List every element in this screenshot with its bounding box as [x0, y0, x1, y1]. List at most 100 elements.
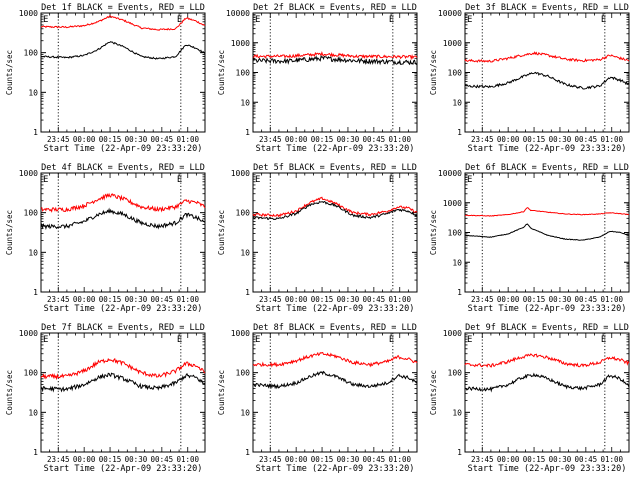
y-axis-label: Counts/sec	[429, 210, 438, 255]
event-marker-letter: E	[43, 175, 48, 185]
x-axis-label: Start Time (22-Apr-09 23:33:20)	[468, 144, 627, 154]
x-axis-label: Start Time (22-Apr-09 23:33:20)	[44, 144, 203, 154]
plot-frame	[252, 172, 418, 293]
chart-title: Det 5f BLACK = Events, RED = LLD	[253, 163, 417, 173]
plot-frame	[252, 12, 418, 133]
y-tick-label: 10000	[438, 169, 462, 178]
event-marker-letter: E	[601, 335, 606, 345]
y-tick-label: 1	[245, 288, 250, 297]
y-tick-label: 10	[452, 258, 462, 267]
x-tick-label: 00:15	[311, 455, 334, 464]
x-tick-label: 00:00	[497, 295, 520, 304]
y-axis-label: Counts/sec	[5, 210, 14, 255]
x-tick-label: 00:30	[337, 295, 360, 304]
y-tick-label: 1000	[231, 329, 250, 338]
y-tick-label: 1000	[443, 329, 462, 338]
x-tick-label: 23:45	[259, 295, 282, 304]
chart-title: Det 4f BLACK = Events, RED = LLD	[41, 163, 205, 173]
x-axis-label: Start Time (22-Apr-09 23:33:20)	[44, 304, 203, 314]
y-tick-label: 10	[240, 408, 250, 417]
plot-frame	[464, 12, 630, 133]
events-rate-line	[464, 372, 630, 393]
x-axis-label: Start Time (22-Apr-09 23:33:20)	[44, 464, 203, 474]
x-tick-label: 00:45	[363, 455, 386, 464]
lld-rate-line	[40, 357, 206, 381]
event-marker-letter: E	[177, 15, 182, 25]
y-tick-label: 10	[28, 248, 38, 257]
y-tick-label: 1	[457, 128, 462, 137]
chart-panel-2: Det 2f BLACK = Events, RED = LLD 1 10 100 10…	[217, 3, 418, 154]
lld-rate-line	[252, 196, 418, 218]
chart-title: Det 1f BLACK = Events, RED = LLD	[41, 3, 205, 13]
x-tick-label: 00:00	[285, 295, 308, 304]
x-tick-label: 00:45	[363, 295, 386, 304]
lld-rate-line	[252, 51, 418, 61]
x-tick-label: 00:15	[99, 455, 122, 464]
event-marker-letter: E	[177, 335, 182, 345]
x-tick-label: 23:45	[259, 455, 282, 464]
y-tick-label: 10000	[226, 9, 250, 18]
y-tick-label: 100	[24, 369, 39, 378]
x-tick-label: 00:00	[73, 455, 96, 464]
x-tick-label: 00:15	[523, 135, 546, 144]
y-tick-label: 100	[448, 69, 463, 78]
x-tick-label: 00:30	[337, 455, 360, 464]
x-axis-label: Start Time (22-Apr-09 23:33:20)	[468, 304, 627, 314]
plot-frame	[40, 172, 206, 293]
x-tick-label: 01:00	[176, 455, 199, 464]
y-tick-label: 100	[448, 369, 463, 378]
x-tick-label: 00:45	[151, 455, 174, 464]
chart-panel-6: Det 6f BLACK = Events, RED = LLD 1 10 100 10…	[429, 163, 630, 314]
events-rate-line	[252, 54, 418, 66]
event-marker-letter: E	[389, 175, 394, 185]
x-tick-label: 00:00	[73, 295, 96, 304]
x-tick-label: 00:45	[575, 135, 598, 144]
event-marker-letter: E	[43, 15, 48, 25]
event-marker-letter: E	[389, 15, 394, 25]
x-tick-label: 00:30	[125, 455, 148, 464]
y-tick-label: 1000	[19, 329, 38, 338]
events-rate-line	[464, 223, 630, 241]
x-tick-label: 00:00	[497, 135, 520, 144]
x-tick-label: 01:00	[388, 135, 411, 144]
x-tick-label: 00:00	[497, 455, 520, 464]
x-tick-label: 01:00	[176, 135, 199, 144]
x-tick-label: 01:00	[600, 135, 623, 144]
y-tick-label: 100	[236, 209, 251, 218]
x-tick-label: 00:30	[549, 295, 572, 304]
x-tick-label: 00:45	[151, 135, 174, 144]
x-tick-label: 23:45	[471, 295, 494, 304]
x-tick-label: 01:00	[600, 295, 623, 304]
y-axis-label: Counts/sec	[429, 370, 438, 415]
x-tick-label: 00:30	[337, 135, 360, 144]
y-tick-label: 100	[24, 49, 39, 58]
chart-title: Det 6f BLACK = Events, RED = LLD	[465, 163, 629, 173]
events-rate-line	[252, 200, 418, 221]
chart-title: Det 8f BLACK = Events, RED = LLD	[253, 323, 417, 333]
event-marker-letter: E	[255, 335, 260, 345]
y-axis-label: Counts/sec	[217, 210, 226, 255]
y-tick-label: 1	[457, 288, 462, 297]
x-axis-label: Start Time (22-Apr-09 23:33:20)	[256, 464, 415, 474]
y-tick-label: 1000	[19, 169, 38, 178]
y-axis-label: Counts/sec	[5, 50, 14, 95]
y-axis-label: Counts/sec	[217, 50, 226, 95]
y-tick-label: 1	[245, 448, 250, 457]
x-tick-label: 00:00	[73, 135, 96, 144]
y-tick-label: 10	[28, 408, 38, 417]
y-tick-label: 1	[245, 128, 250, 137]
y-tick-label: 10	[240, 98, 250, 107]
y-tick-label: 1	[457, 448, 462, 457]
x-tick-label: 01:00	[600, 455, 623, 464]
chart-panel-3: Det 3f BLACK = Events, RED = LLD 1 10 100 10…	[429, 3, 630, 154]
chart-panel-8: Det 8f BLACK = Events, RED = LLD 1 10 100 10…	[217, 323, 418, 474]
y-tick-label: 1	[33, 288, 38, 297]
y-axis-label: Counts/sec	[429, 50, 438, 95]
x-tick-label: 01:00	[388, 455, 411, 464]
x-tick-label: 00:45	[575, 295, 598, 304]
x-tick-label: 23:45	[259, 135, 282, 144]
event-marker-letter: E	[255, 175, 260, 185]
lld-rate-line	[464, 353, 630, 368]
lld-rate-line	[40, 192, 206, 213]
